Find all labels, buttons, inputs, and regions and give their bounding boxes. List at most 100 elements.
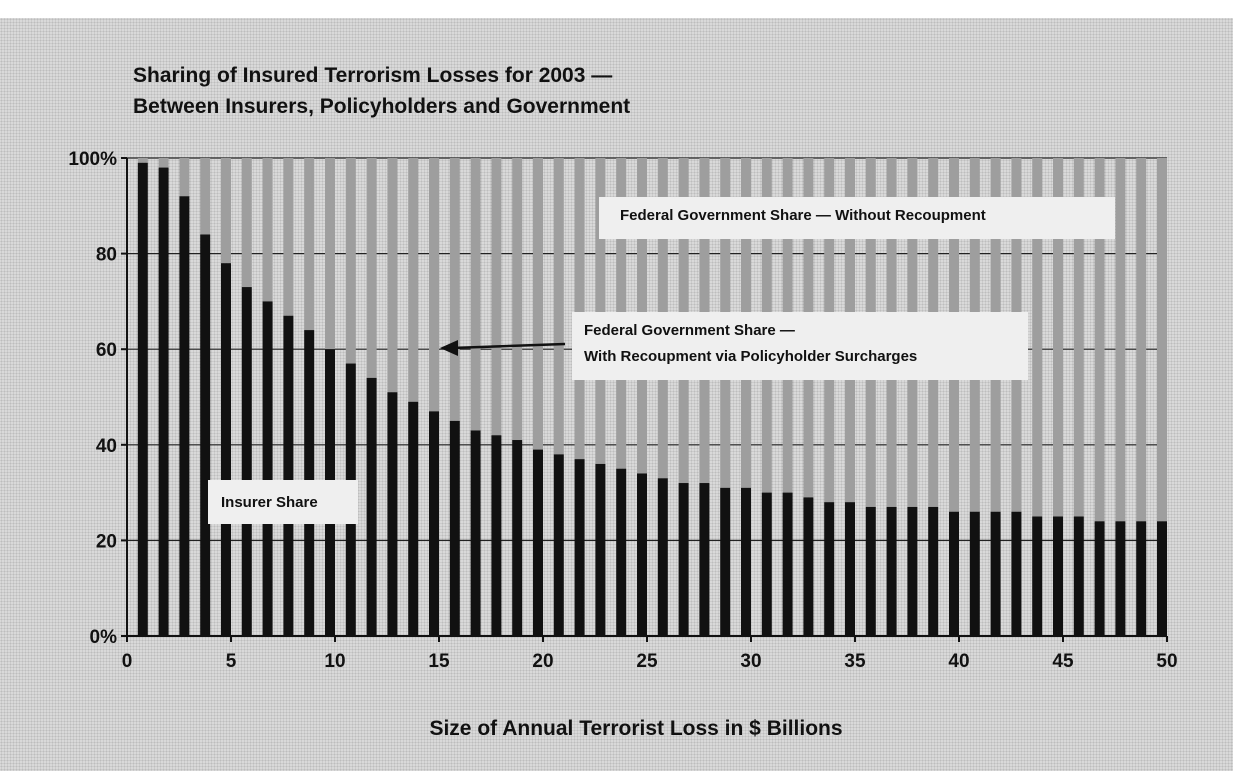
recoupment-bar — [283, 158, 294, 316]
insurer-bar — [1136, 521, 1147, 636]
y-tick-label: 80 — [96, 245, 117, 266]
insurer-bar — [429, 411, 439, 636]
insurer-bar — [969, 511, 980, 636]
x-tick-label: 35 — [844, 651, 866, 672]
recoupment-bar — [512, 158, 523, 441]
recoupment-bar — [553, 158, 564, 455]
recoupment-bar — [574, 158, 585, 460]
x-tick-label: 40 — [948, 651, 969, 672]
insurer-bar — [179, 196, 190, 637]
recoupment-bar — [1094, 158, 1105, 522]
recoupment-bar — [533, 158, 543, 450]
annotations: Federal Government Share — Without Recou… — [208, 197, 1115, 524]
insurer-bar — [283, 315, 294, 636]
insurer-bar — [262, 301, 273, 636]
insurer-bar — [470, 430, 481, 636]
insurer-share-box — [208, 480, 358, 524]
insurer-bar — [574, 459, 585, 636]
recoupment-bar — [1157, 158, 1167, 522]
insurer-bar — [1157, 521, 1167, 636]
x-tick-label: 20 — [532, 651, 553, 672]
with-recoupment-label-line-2: With Recoupment via Policyholder Surchar… — [584, 348, 917, 365]
insurer-bar — [1073, 516, 1084, 636]
y-tick-label: 0% — [90, 627, 118, 648]
insurer-bar — [408, 401, 419, 636]
insurer-bar — [990, 511, 1001, 636]
with-recoupment-box — [572, 312, 1028, 380]
insurer-bar — [824, 502, 835, 636]
x-tick-label: 15 — [428, 651, 450, 672]
recoupment-bar — [241, 158, 252, 288]
recoupment-bar — [1032, 158, 1043, 517]
chart-title-line-1: Sharing of Insured Terrorism Losses for … — [133, 64, 612, 87]
insurer-bar — [678, 483, 689, 636]
recoupment-bar — [366, 158, 377, 378]
recoupment-bar — [491, 158, 502, 436]
without-recoupment-box — [599, 197, 1115, 239]
x-tick-label: 25 — [636, 651, 658, 672]
y-tick-label: 40 — [96, 436, 117, 457]
x-tick-label: 10 — [324, 651, 345, 672]
arrow-left-icon — [440, 340, 566, 356]
insurer-bar — [491, 435, 502, 636]
recoupment-bar — [408, 158, 419, 402]
recoupment-bar — [304, 158, 315, 331]
recoupment-bar — [595, 158, 606, 464]
x-tick-label: 45 — [1052, 651, 1074, 672]
insurer-bar — [928, 506, 939, 636]
insurer-bar — [1032, 516, 1043, 636]
insurer-bar — [803, 497, 814, 636]
insurer-bar — [865, 506, 876, 636]
x-tick-label: 0 — [122, 651, 133, 672]
insurer-bar — [761, 492, 772, 636]
insurer-bar — [720, 487, 731, 636]
insurer-bar — [949, 511, 959, 636]
insurer-bar — [200, 234, 211, 637]
recoupment-bar — [1115, 158, 1126, 522]
insurer-bar — [241, 287, 252, 636]
insurer-bar — [158, 167, 169, 636]
recoupment-bar — [179, 158, 190, 197]
recoupment-bar — [470, 158, 481, 431]
y-tick-label: 100% — [68, 149, 117, 170]
insurer-share-label: Insurer Share — [221, 494, 318, 511]
insurer-bar — [782, 492, 793, 636]
recoupment-bar — [200, 158, 211, 235]
recoupment-bar — [1073, 158, 1084, 517]
insurer-bar — [657, 478, 668, 636]
x-tick-label: 30 — [740, 651, 761, 672]
y-tick-label: 20 — [96, 531, 117, 552]
recoupment-bar — [325, 158, 335, 350]
y-tick-label: 60 — [96, 340, 117, 361]
top-page-strip — [0, 0, 1233, 18]
insurer-bar — [907, 506, 918, 636]
recoupment-bar — [158, 158, 169, 168]
insurer-bar — [449, 420, 460, 636]
x-tick-label: 50 — [1156, 651, 1177, 672]
insurer-bar — [221, 263, 231, 636]
recoupment-bar — [137, 158, 148, 163]
insurer-bar — [595, 463, 606, 636]
recoupment-bar — [1136, 158, 1147, 522]
insurer-bar — [741, 487, 751, 636]
insurer-bar — [699, 483, 710, 636]
insurer-bar — [1011, 511, 1022, 636]
insurer-bar — [366, 377, 377, 636]
x-axis-label: Size of Annual Terrorist Loss in $ Billi… — [429, 717, 842, 740]
insurer-bar — [387, 392, 398, 636]
insurer-bar — [533, 449, 543, 636]
recoupment-bar — [387, 158, 398, 393]
chart-title-line-2: Between Insurers, Policyholders and Gove… — [133, 95, 630, 118]
recoupment-bar — [262, 158, 273, 302]
x-tick-label: 5 — [226, 651, 237, 672]
recoupment-bar — [221, 158, 231, 264]
insurer-bar — [1053, 516, 1063, 636]
insurer-bar — [137, 162, 148, 636]
with-recoupment-label-line-1: Federal Government Share — — [584, 322, 795, 339]
recoupment-bar — [345, 158, 356, 364]
insurer-bar — [1115, 521, 1126, 636]
insurer-bar — [637, 473, 647, 636]
insurer-bar — [1094, 521, 1105, 636]
